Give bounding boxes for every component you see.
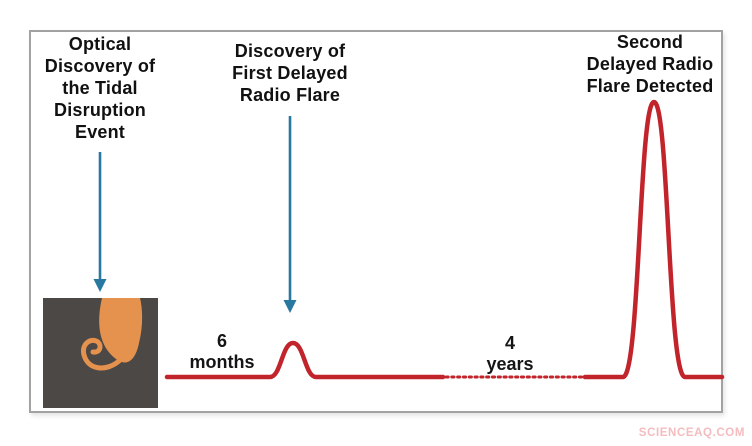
interval-value: 6 [216,331,227,351]
interval-4-years: 4 years [465,333,555,375]
tidal-disruption-image [43,298,158,408]
label-line: Disruption [54,100,146,120]
label-optical-discovery: Optical Discovery of the Tidal Disruptio… [25,33,175,143]
interval-unit: years [486,354,534,374]
label-line: Optical [68,34,132,54]
label-line: Discovery of [44,56,156,76]
label-second-delayed-flare: Second Delayed Radio Flare Detected [575,31,725,97]
label-line: Event [74,122,126,142]
interval-6-months: 6 months [177,331,267,373]
interval-value: 4 [504,333,515,353]
label-line: Radio Flare [239,85,341,105]
label-line: Second [616,32,684,52]
label-first-delayed-flare: Discovery of First Delayed Radio Flare [213,40,367,106]
label-line: First Delayed [232,63,348,83]
tidal-stream-icon [80,298,143,371]
watermark: SCIENCEAQ.COM [638,427,745,439]
label-line: Delayed Radio [586,54,714,74]
label-line: Flare Detected [586,76,714,96]
interval-unit: months [189,352,255,372]
label-line: the Tidal [62,78,138,98]
label-line: Discovery of [234,41,346,61]
